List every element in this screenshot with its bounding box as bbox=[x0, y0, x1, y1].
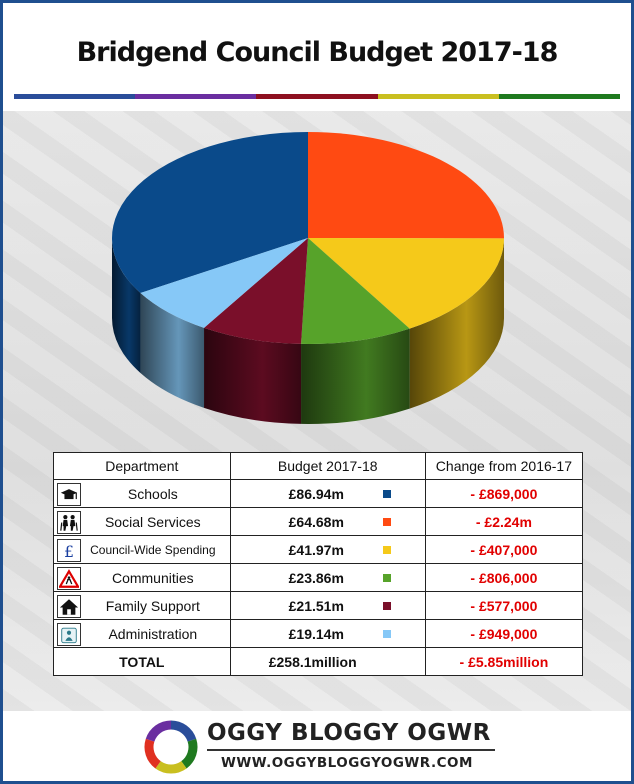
change-value: - £407,000 bbox=[424, 535, 584, 564]
total-row: TOTAL £258.1million - £5.85million bbox=[53, 647, 584, 676]
pie-slice-family-support bbox=[204, 238, 308, 344]
pie-side-administration bbox=[140, 293, 205, 408]
table-row: Social Services £64.68m - £2.24m bbox=[53, 507, 584, 536]
table-row: Communities £23.86m - £806,000 bbox=[53, 563, 584, 592]
pie-side-communities bbox=[301, 328, 410, 424]
logo-ring-segment bbox=[155, 760, 187, 774]
pie-slice-communities bbox=[301, 238, 410, 344]
logo-ring-segment bbox=[144, 738, 161, 769]
budget-table: Department Budget 2017-18 Change from 20… bbox=[53, 452, 584, 676]
header-change: Change from 2016-17 bbox=[424, 452, 584, 480]
house-icon bbox=[57, 595, 81, 618]
logo-ring-segment bbox=[181, 738, 198, 769]
budget-cell: £19.14m bbox=[229, 619, 426, 648]
stripe-segment bbox=[256, 94, 378, 99]
department-cell: Social Services bbox=[53, 507, 231, 536]
department-name: Administration bbox=[108, 625, 198, 642]
budget-cell: £23.86m bbox=[229, 563, 426, 592]
pie-slice-social-services bbox=[308, 132, 504, 239]
legend-swatch bbox=[382, 518, 391, 526]
budget-cell: £21.51m bbox=[229, 591, 426, 620]
table-row: £ Council-Wide Spending £41.97m - £407,000 bbox=[53, 535, 584, 564]
department-name: Family Support bbox=[105, 597, 200, 614]
department-name: Schools bbox=[127, 485, 178, 502]
logo-ring-segment bbox=[145, 720, 172, 742]
table-row: Family Support £21.51m - £577,000 bbox=[53, 591, 584, 620]
legend-swatch bbox=[382, 630, 391, 638]
budget-value: £21.51m bbox=[288, 598, 344, 614]
change-value: - £2.24m bbox=[424, 507, 584, 536]
change-value: - £577,000 bbox=[424, 591, 584, 620]
department-name: Social Services bbox=[104, 513, 201, 530]
brand-logo-icon bbox=[144, 720, 198, 774]
stripe-segment bbox=[377, 94, 499, 99]
header-department: Department bbox=[53, 452, 231, 480]
budget-value: £64.68m bbox=[288, 514, 344, 530]
department-name: Council-Wide Spending bbox=[90, 542, 216, 557]
svg-text:£: £ bbox=[64, 542, 74, 560]
total-label: TOTAL bbox=[53, 647, 231, 676]
budget-value: £23.86m bbox=[288, 570, 344, 586]
legend-swatch bbox=[382, 546, 391, 554]
department-cell: Schools bbox=[53, 479, 231, 508]
department-cell: £ Council-Wide Spending bbox=[53, 535, 231, 564]
legend-swatch bbox=[382, 602, 391, 610]
stripe-segment bbox=[14, 94, 136, 99]
legend-swatch bbox=[382, 490, 391, 498]
table-row: Administration £19.14m - £949,000 bbox=[53, 619, 584, 648]
brand-name: OGGY BLOGGY OGWR bbox=[207, 720, 491, 746]
pie-side-family-support bbox=[204, 327, 302, 424]
total-change: - £5.85million bbox=[424, 647, 584, 676]
department-cell: Family Support bbox=[53, 591, 231, 620]
elderly-people-icon bbox=[57, 511, 81, 534]
stripe-segment bbox=[135, 94, 257, 99]
budget-value: £19.14m bbox=[288, 626, 344, 642]
department-name: Communities bbox=[111, 569, 194, 586]
budget-pie-chart bbox=[112, 132, 504, 424]
table-header-row: Department Budget 2017-18 Change from 20… bbox=[53, 452, 584, 480]
department-cell: Administration bbox=[53, 619, 231, 648]
logo-ring-segment bbox=[170, 720, 197, 742]
change-value: - £806,000 bbox=[424, 563, 584, 592]
budget-cell: £86.94m bbox=[229, 479, 426, 508]
brand-divider bbox=[207, 749, 495, 751]
pie-slice-administration bbox=[140, 238, 308, 328]
legend-swatch bbox=[382, 574, 391, 582]
roadworks-sign-icon bbox=[57, 567, 81, 590]
header-budget: Budget 2017-18 bbox=[229, 452, 426, 480]
brand-url[interactable]: WWW.OGGYBLOGGYOGWR.COM bbox=[221, 755, 473, 771]
department-cell: Communities bbox=[53, 563, 231, 592]
page-title: Bridgend Council Budget 2017-18 bbox=[76, 37, 559, 68]
table-row: Schools £86.94m - £869,000 bbox=[53, 479, 584, 508]
change-value: - £949,000 bbox=[424, 619, 584, 648]
infographic-card: Bridgend Council Budget 2017-18 Departme… bbox=[3, 3, 631, 781]
budget-cell: £64.68m bbox=[229, 507, 426, 536]
color-stripe bbox=[14, 94, 621, 99]
office-worker-icon bbox=[57, 623, 81, 646]
graduation-cap-icon bbox=[57, 483, 81, 506]
pie-slice-schools bbox=[112, 132, 309, 294]
budget-value: £41.97m bbox=[288, 542, 344, 558]
pie-slice-council-wide-spending bbox=[308, 238, 504, 329]
pie-side-schools bbox=[112, 238, 141, 374]
budget-cell: £41.97m bbox=[229, 535, 426, 564]
total-budget: £258.1million bbox=[229, 647, 426, 676]
stripe-segment bbox=[498, 94, 621, 99]
budget-value: £86.94m bbox=[288, 486, 344, 502]
pie-side-council-wide-spending bbox=[409, 238, 504, 409]
pound-sign-icon: £ bbox=[57, 539, 81, 562]
change-value: - £869,000 bbox=[424, 479, 584, 508]
